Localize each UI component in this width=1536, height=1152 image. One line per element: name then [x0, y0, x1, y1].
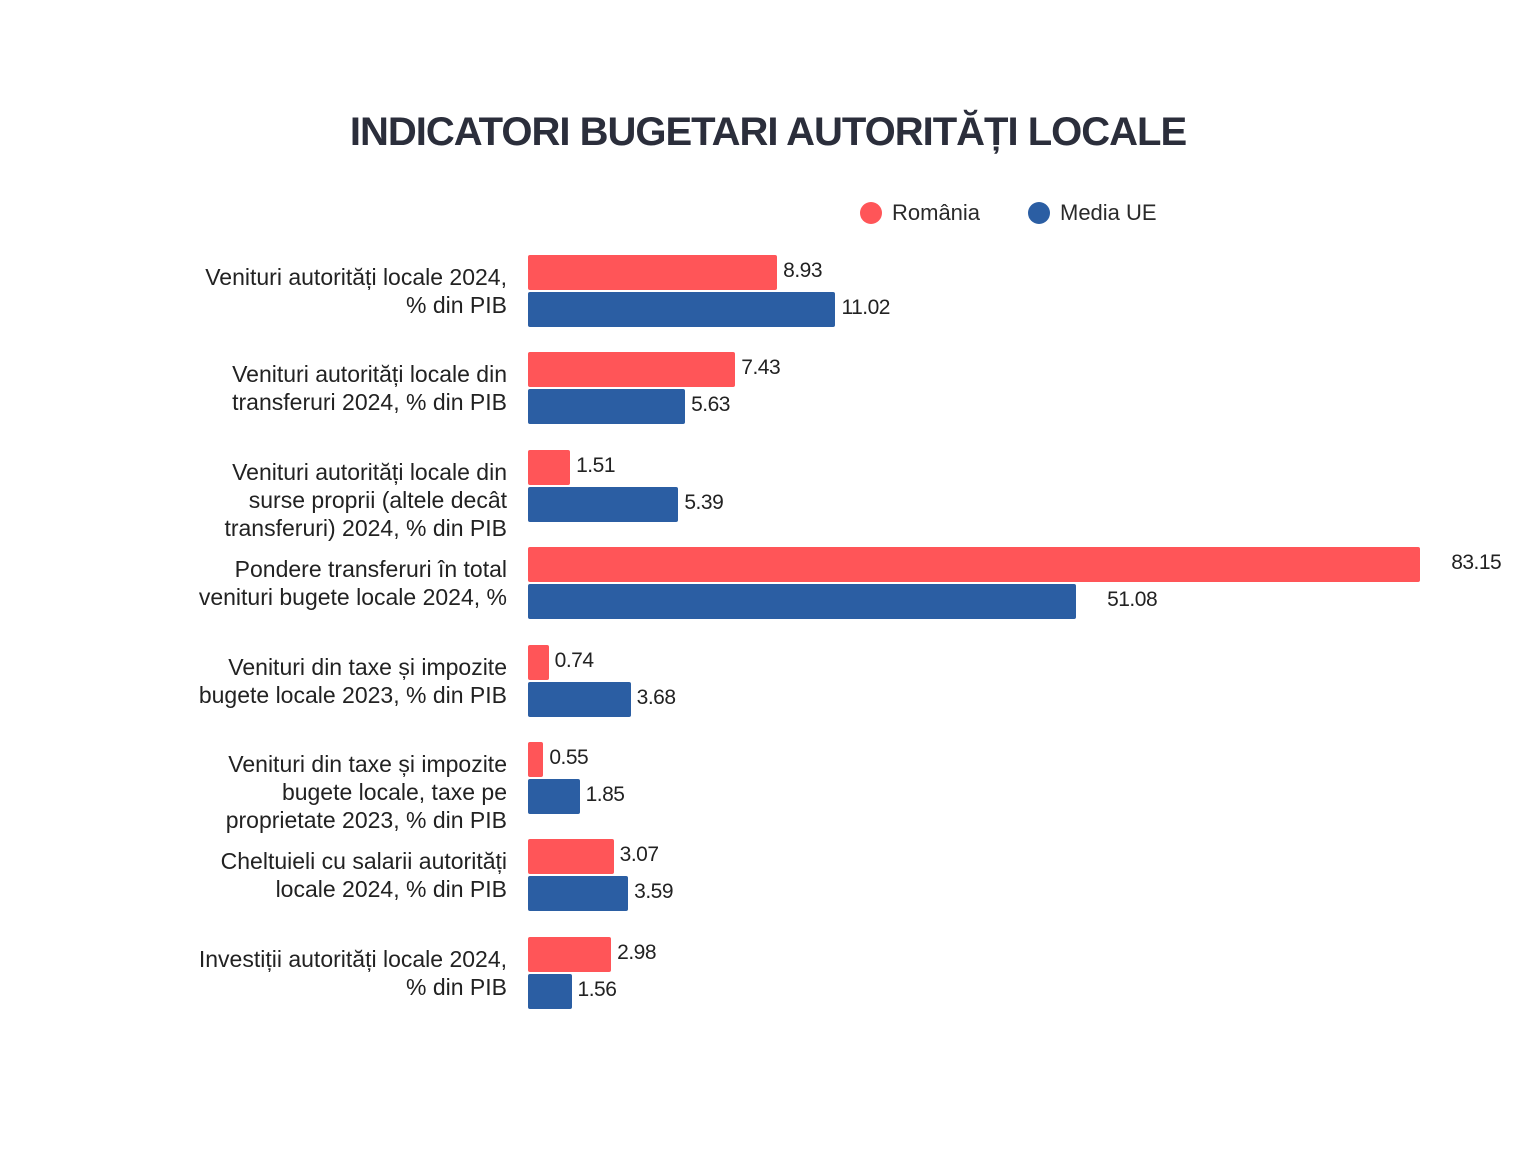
data-label: 0.74	[554, 648, 594, 672]
data-label: 83.15	[1451, 551, 1502, 575]
data-label: 1.56	[577, 977, 617, 1001]
bar-media-ue	[528, 389, 686, 425]
bar-romania	[528, 352, 736, 388]
legend-label: Media UE	[1060, 200, 1157, 225]
legend-dot-icon	[860, 202, 882, 224]
category-label: Venituri din taxe și impozite bugete loca…	[198, 653, 507, 708]
bar-romania	[528, 644, 549, 680]
data-label: 3.07	[619, 843, 659, 867]
legend-dot-icon	[1028, 202, 1050, 224]
bar-media-ue	[528, 292, 836, 327]
bar-romania	[528, 839, 614, 875]
category-label: Venituri autorități locale din surse prop…	[224, 458, 507, 541]
bar-media-ue	[528, 486, 679, 522]
legend-label: România	[892, 200, 981, 225]
bar-romania	[528, 742, 544, 777]
data-label: 2.98	[617, 940, 657, 964]
data-label: 7.43	[741, 356, 781, 380]
bar-media-ue	[528, 876, 629, 912]
category-label: Venituri autorități locale 2024, % din P…	[205, 264, 507, 318]
bar-romania	[528, 936, 612, 972]
chart-title: INDICATORI BUGETARI AUTORITĂȚI LOCALE	[349, 110, 1187, 154]
category-label: Cheltuieli cu salarii autorități locale 2…	[220, 848, 507, 903]
legend-item-media-ue: Media UE	[1028, 200, 1157, 226]
data-label: 0.55	[549, 746, 589, 769]
data-label: 5.39	[684, 490, 724, 514]
data-label: 1.51	[576, 453, 615, 477]
bar-media-ue	[528, 973, 572, 1009]
data-label: 3.68	[636, 685, 676, 709]
data-label: 5.63	[691, 393, 730, 417]
category-label: Pondere transferuri în total venituri bug…	[198, 556, 507, 611]
category-label: Venituri din taxe și impozite bugete loca…	[225, 751, 507, 833]
data-label: 51.08	[1107, 588, 1158, 612]
category-label: Investiții autorități locale 2024,% din …	[198, 945, 507, 1000]
bar-media-ue	[528, 584, 1077, 620]
data-label: 3.59	[634, 880, 674, 904]
bar-media-ue	[528, 779, 580, 814]
bar-romania	[528, 547, 1421, 583]
bar-media-ue	[528, 681, 631, 717]
data-label: 11.02	[841, 296, 890, 319]
bar-romania	[528, 255, 778, 290]
bar-romania	[528, 449, 571, 485]
category-label: Venituri autorități locale din transferur…	[232, 361, 507, 416]
legend-item-romania: România	[860, 200, 980, 226]
data-label: 1.85	[585, 783, 625, 806]
data-label: 8.93	[783, 259, 823, 282]
